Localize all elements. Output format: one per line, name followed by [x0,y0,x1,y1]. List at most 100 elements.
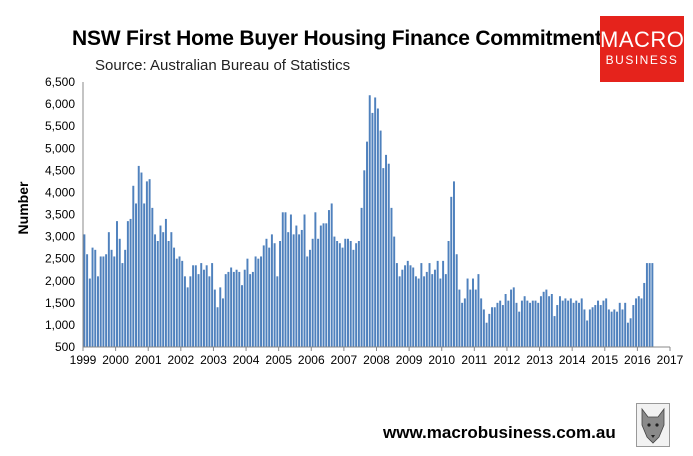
bar [96,276,99,347]
bar [632,305,635,347]
logo-line-macro: MACRO [600,27,685,52]
bar [116,221,118,347]
bar [360,207,363,347]
bar [235,269,238,347]
bar [624,302,627,347]
bar [539,296,542,347]
x-tick-label: 2009 [396,353,423,367]
y-tick-label: 3,000 [45,230,75,244]
x-tick-label: 2015 [591,353,618,367]
bar [637,296,640,347]
bar [86,254,89,347]
bar [200,263,203,347]
bar [466,278,469,347]
bar [605,298,608,347]
bar [599,305,602,347]
y-tick-label: 4,000 [45,185,75,199]
bar [439,278,442,347]
bar [211,263,214,347]
bar [618,302,621,347]
bar [428,263,431,347]
bar [382,168,385,347]
bar [648,263,651,347]
x-tick-label: 2005 [265,353,292,367]
bar [453,181,455,347]
bar [156,241,159,347]
bar [442,260,445,347]
bar [303,214,306,347]
bar [344,238,347,347]
bar [455,254,458,347]
bar [319,225,322,347]
bar [499,300,502,347]
bar [588,309,591,347]
bar [526,300,529,347]
bar [99,256,102,347]
bar [314,212,317,347]
bar [189,276,192,347]
y-tick-label: 1,500 [45,296,75,310]
bar [379,130,382,347]
x-tick-label: 2016 [624,353,651,367]
bar [458,289,461,347]
bar [105,254,108,347]
bar [643,282,646,347]
bar [395,263,398,347]
bar [390,207,393,347]
bar [578,302,580,347]
chart-subtitle: Source: Australian Bureau of Statistics [95,57,351,74]
y-tick-label: 2,000 [45,274,75,288]
y-tick-label: 5,000 [45,141,75,155]
bar [553,316,556,347]
bar [512,287,515,347]
bar [436,260,439,347]
x-tick-label: 2013 [526,353,553,367]
bar [197,274,200,347]
bar [564,298,567,347]
bar [640,298,643,347]
bar [230,267,233,347]
bar [159,225,162,347]
bar [336,241,339,347]
bar [461,302,464,347]
bar [308,249,311,347]
bar [143,203,146,347]
bar [327,210,330,347]
bar [501,305,504,347]
bar [121,263,124,347]
bar [194,265,197,347]
bar [287,232,290,347]
bar [91,247,94,347]
bar [124,249,127,347]
x-tick-label: 2007 [331,353,358,367]
bar [545,289,548,347]
x-tick-label: 2017 [657,353,684,367]
bar [186,287,189,347]
bar [170,232,173,347]
bar [556,305,559,347]
bar [265,238,268,347]
y-tick-label: 6,500 [45,75,75,89]
bar [550,294,553,347]
x-tick-label: 2001 [135,353,162,367]
y-tick-label: 500 [55,340,75,354]
bar [406,260,409,347]
bar [341,247,344,347]
bar [208,276,211,347]
bar [257,258,260,347]
y-tick-label: 2,500 [45,252,75,266]
bar [284,212,287,347]
bar [232,271,235,347]
bar [192,265,195,347]
bar [520,300,523,347]
bar [357,241,360,347]
bar [238,271,241,347]
bar [371,112,374,348]
bar [219,287,222,347]
x-tick-label: 2003 [200,353,227,367]
bar [480,298,483,347]
bar [534,300,537,347]
bar [213,289,216,347]
bar [387,163,390,347]
